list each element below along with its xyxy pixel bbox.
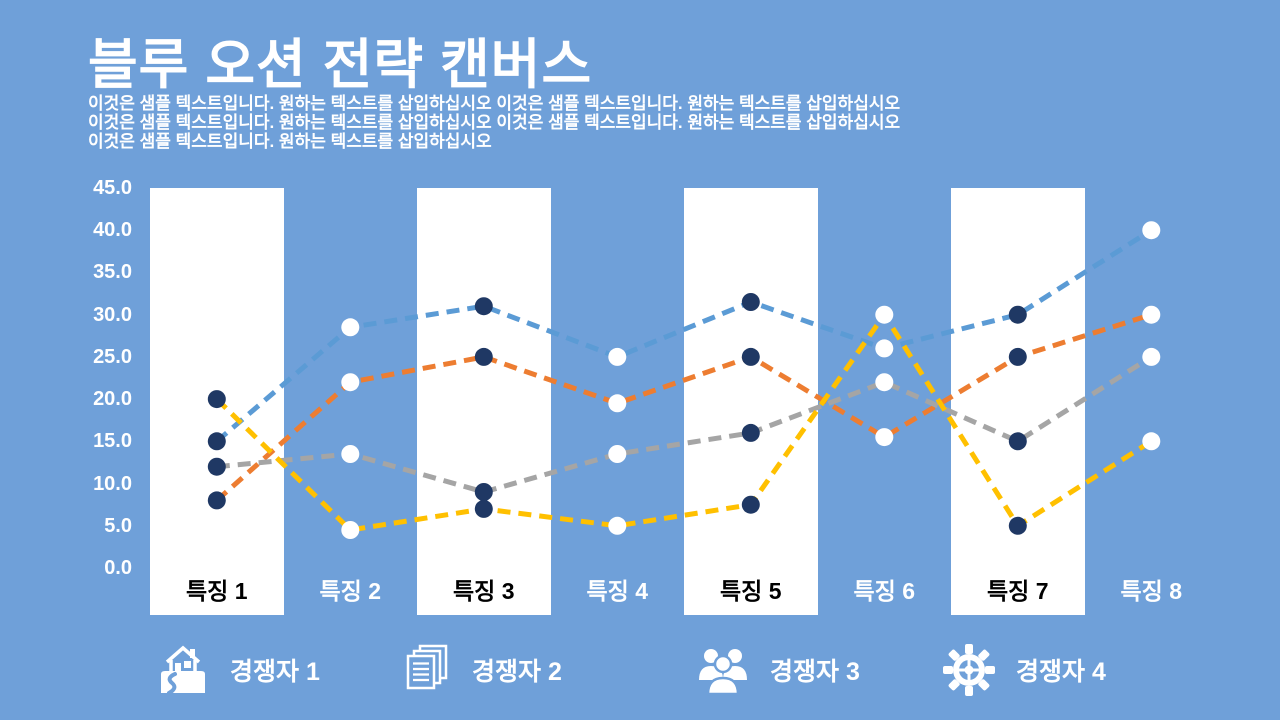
- category-label: 특징 6: [853, 578, 915, 604]
- data-point: [474, 499, 493, 518]
- series-line: [215, 312, 1153, 503]
- data-point: [875, 373, 894, 392]
- y-axis-tick-label: 25.0: [93, 345, 132, 368]
- data-point: [608, 445, 627, 463]
- data-point: [341, 318, 360, 337]
- data-point: [875, 339, 894, 358]
- column-band: [951, 188, 1085, 615]
- data-point: [341, 445, 360, 463]
- data-point: [474, 483, 493, 501]
- category-label: 특징 4: [586, 578, 648, 604]
- subtitle-line: 이것은 샘플 텍스트입니다. 원하는 텍스트를 삽입하십시오 이것은 샘플 텍스…: [88, 94, 901, 113]
- y-axis: 45.0 40.0 35.0 30.0 25.0 20.0 15.0 10.0 5.0 0.0: [0, 177, 132, 579]
- y-axis-tick-label: 0.0: [104, 557, 132, 579]
- y-axis-tick-label: 20.0: [93, 388, 132, 411]
- data-point: [1142, 305, 1161, 324]
- legend-item-label: 경쟁자 1: [230, 658, 320, 686]
- people-icon: [696, 643, 750, 697]
- data-point: [474, 347, 493, 366]
- data-point: [1008, 516, 1027, 535]
- series-line: [215, 310, 1153, 533]
- legend-item-competitor-1: 경쟁자 1: [156, 642, 320, 698]
- data-point: [741, 347, 760, 366]
- legend-item-competitor-4: 경쟁자 4: [942, 642, 1106, 698]
- category-label: 특징 5: [719, 578, 782, 604]
- data-point: [1008, 432, 1027, 451]
- category-label: 특징 1: [185, 578, 248, 604]
- subtitle-line: 이것은 샘플 텍스트입니다. 원하는 텍스트를 삽입하십시오 이것은 샘플 텍스…: [88, 113, 901, 132]
- subtitle: 이것은 샘플 텍스트입니다. 원하는 텍스트를 삽입하십시오 이것은 샘플 텍스…: [88, 94, 900, 151]
- y-axis-tick-label: 5.0: [104, 514, 132, 537]
- data-point: [1142, 221, 1161, 240]
- data-point: [875, 305, 894, 324]
- y-axis-tick-label: 35.0: [93, 261, 132, 284]
- data-point: [1008, 305, 1027, 324]
- legend-item-competitor-2: 경쟁자 2: [402, 642, 562, 698]
- data-point: [741, 293, 760, 311]
- data-point: [1008, 347, 1027, 366]
- data-point: [1142, 347, 1161, 366]
- data-point: [207, 432, 226, 451]
- y-axis-tick-label: 40.0: [93, 219, 132, 242]
- strategy-canvas-chart: 특징 1 특징 2 특징 3 특징 4 특징 5 특징 6 특징 7 특징 8: [150, 188, 1218, 615]
- legend: 경쟁자 1 경쟁자 2: [0, 642, 1280, 706]
- data-point: [207, 457, 226, 476]
- subtitle-line: 이것은 샘플 텍스트입니다. 원하는 텍스트를 삽입하십시오: [88, 132, 492, 151]
- chart-plot: [207, 221, 1161, 539]
- data-point: [741, 495, 760, 514]
- legend-item-label: 경쟁자 2: [472, 658, 562, 686]
- category-label: 특징 2: [319, 578, 381, 604]
- data-point: [741, 423, 760, 442]
- data-point: [1142, 432, 1161, 451]
- data-point: [207, 390, 226, 409]
- legend-item-label: 경쟁자 3: [770, 658, 860, 686]
- legend-item-competitor-3: 경쟁자 3: [696, 642, 860, 698]
- series-line: [216, 354, 1153, 495]
- gear-icon: [942, 643, 996, 697]
- column-band: [684, 188, 818, 615]
- series-line: [215, 228, 1153, 444]
- y-axis-tick-label: 30.0: [93, 303, 132, 326]
- data-point: [608, 347, 627, 366]
- y-axis-tick-label: 15.0: [93, 430, 132, 453]
- column-band: [417, 188, 551, 615]
- data-point: [474, 297, 493, 316]
- page-title: 블루 오션 전략 캔버스: [88, 35, 593, 95]
- category-label: 특징 7: [986, 578, 1049, 604]
- data-point: [608, 394, 627, 413]
- legend-item-label: 경쟁자 4: [1016, 658, 1106, 686]
- house-icon: [156, 643, 210, 697]
- data-point: [875, 428, 894, 447]
- documents-icon: [402, 643, 452, 697]
- category-label: 특징 3: [452, 578, 515, 604]
- category-label: 특징 8: [1120, 578, 1182, 604]
- data-point: [207, 491, 226, 510]
- y-axis-tick-label: 45.0: [93, 177, 132, 199]
- y-axis-tick-label: 10.0: [93, 472, 132, 495]
- data-point: [608, 516, 627, 535]
- data-point: [341, 521, 360, 539]
- data-point: [341, 373, 360, 392]
